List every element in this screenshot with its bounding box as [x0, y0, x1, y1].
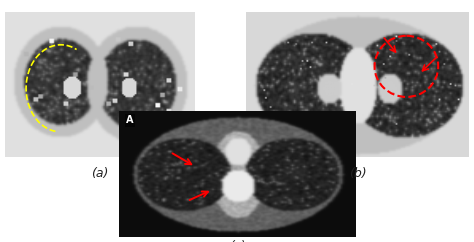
Text: (b): (b) [349, 167, 367, 180]
Text: (c): (c) [228, 240, 246, 242]
Text: A: A [126, 115, 134, 125]
Text: (a): (a) [91, 167, 108, 180]
